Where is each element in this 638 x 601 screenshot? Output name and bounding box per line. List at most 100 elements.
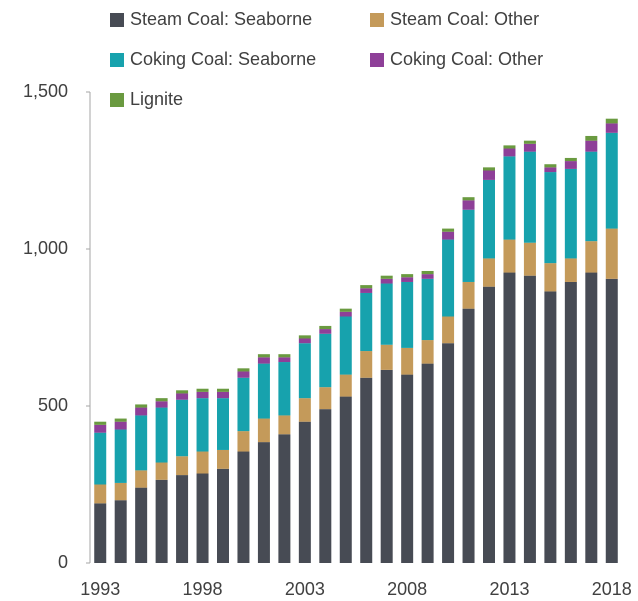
bar-segment — [544, 263, 557, 292]
bar-segment — [503, 156, 516, 240]
bar-segment — [135, 404, 148, 408]
bar-segment — [401, 281, 414, 348]
bar-segment — [176, 399, 189, 457]
bar-segment — [544, 291, 557, 563]
bar-segment — [298, 335, 311, 339]
bar-segment — [421, 270, 434, 275]
bar-segment — [298, 343, 311, 399]
bar-segment — [564, 258, 577, 282]
bar-segment — [319, 333, 332, 388]
bar-segment — [605, 228, 618, 279]
bar-segment — [135, 415, 148, 471]
bar-segment — [462, 209, 475, 282]
bar-segment — [176, 393, 189, 400]
bar-segment — [442, 239, 455, 317]
bar-segment — [564, 161, 577, 169]
bar-segment — [421, 278, 434, 341]
bar-segment — [421, 340, 434, 364]
bar-segment — [155, 407, 168, 463]
bar-segment — [298, 421, 311, 563]
x-tick-label: 2018 — [592, 579, 632, 599]
bar-segment — [360, 285, 373, 289]
bar-segment — [278, 362, 291, 416]
bar-segment — [94, 503, 107, 563]
bar-segment — [217, 449, 229, 469]
bar-segment — [442, 231, 455, 240]
bar-segment — [94, 484, 107, 504]
legend-swatch — [110, 53, 124, 67]
bar-segment — [544, 164, 557, 168]
x-tick-label: 2013 — [489, 579, 529, 599]
bar-segment — [94, 424, 107, 433]
bar-segment — [380, 283, 393, 345]
bar-segment — [114, 500, 127, 563]
bar-segment — [401, 277, 414, 282]
bar-segment — [196, 388, 209, 392]
bar-segment — [94, 432, 107, 485]
legend-swatch — [370, 13, 384, 27]
y-tick-label: 1,500 — [23, 81, 68, 101]
bar-segment — [360, 377, 373, 563]
bar-segment — [421, 363, 434, 563]
bar-segment — [421, 274, 434, 279]
bar-segment — [360, 288, 373, 293]
y-tick-label: 500 — [38, 395, 68, 415]
bar-segment — [523, 140, 536, 144]
bar-segment — [135, 470, 148, 488]
bar-segment — [503, 239, 516, 273]
bar-segment — [503, 145, 516, 149]
bar-segment — [278, 415, 291, 435]
legend-label: Lignite — [130, 89, 183, 109]
bar-segment — [401, 274, 414, 278]
bar-segment — [114, 418, 127, 422]
bar-segment — [319, 409, 332, 563]
bar-segment — [380, 278, 393, 284]
bar-segment — [217, 468, 229, 563]
bar-segment — [585, 241, 598, 273]
bar-segment — [237, 371, 250, 378]
bar-segment — [257, 354, 270, 358]
bar-segment — [176, 475, 189, 563]
bar-segment — [114, 482, 127, 501]
bar-segment — [503, 148, 516, 157]
bar-segment — [442, 228, 455, 232]
legend-swatch — [110, 93, 124, 107]
bar-segment — [298, 338, 311, 344]
bar-segment — [319, 325, 332, 330]
x-tick-label: 1993 — [80, 579, 120, 599]
bar-segment — [544, 172, 557, 264]
bar-segment — [605, 132, 618, 229]
bar-segment — [217, 388, 229, 392]
bar-segment — [462, 281, 475, 309]
bar-segment — [585, 272, 598, 563]
bar-segment — [523, 151, 536, 243]
bar-segment — [339, 311, 352, 317]
bar-segment — [237, 451, 250, 563]
bar-segment — [257, 363, 270, 419]
bar-segment — [483, 258, 495, 287]
bar-segment — [135, 407, 148, 416]
bar-segment — [544, 167, 557, 173]
legend-label: Steam Coal: Seaborne — [130, 9, 312, 29]
bar-segment — [401, 374, 414, 563]
bar-segment — [585, 135, 598, 141]
bar-segment — [114, 429, 127, 483]
bar-segment — [483, 170, 495, 180]
bar-segment — [442, 343, 455, 563]
bar-segment — [462, 197, 475, 201]
bar-segment — [483, 167, 495, 171]
bar-segment — [503, 272, 516, 563]
bar-segment — [217, 391, 229, 399]
bar-segment — [176, 390, 189, 394]
bar-segment — [564, 157, 577, 162]
bar-segment — [257, 442, 270, 563]
bar-segment — [462, 308, 475, 563]
bar-segment — [155, 479, 168, 563]
y-tick-label: 0 — [58, 552, 68, 572]
bar-segment — [360, 351, 373, 378]
bar-segment — [605, 118, 618, 124]
bar-segment — [339, 396, 352, 563]
bar-segment — [278, 354, 291, 358]
bar-segment — [319, 329, 332, 334]
bar-segment — [605, 278, 618, 563]
